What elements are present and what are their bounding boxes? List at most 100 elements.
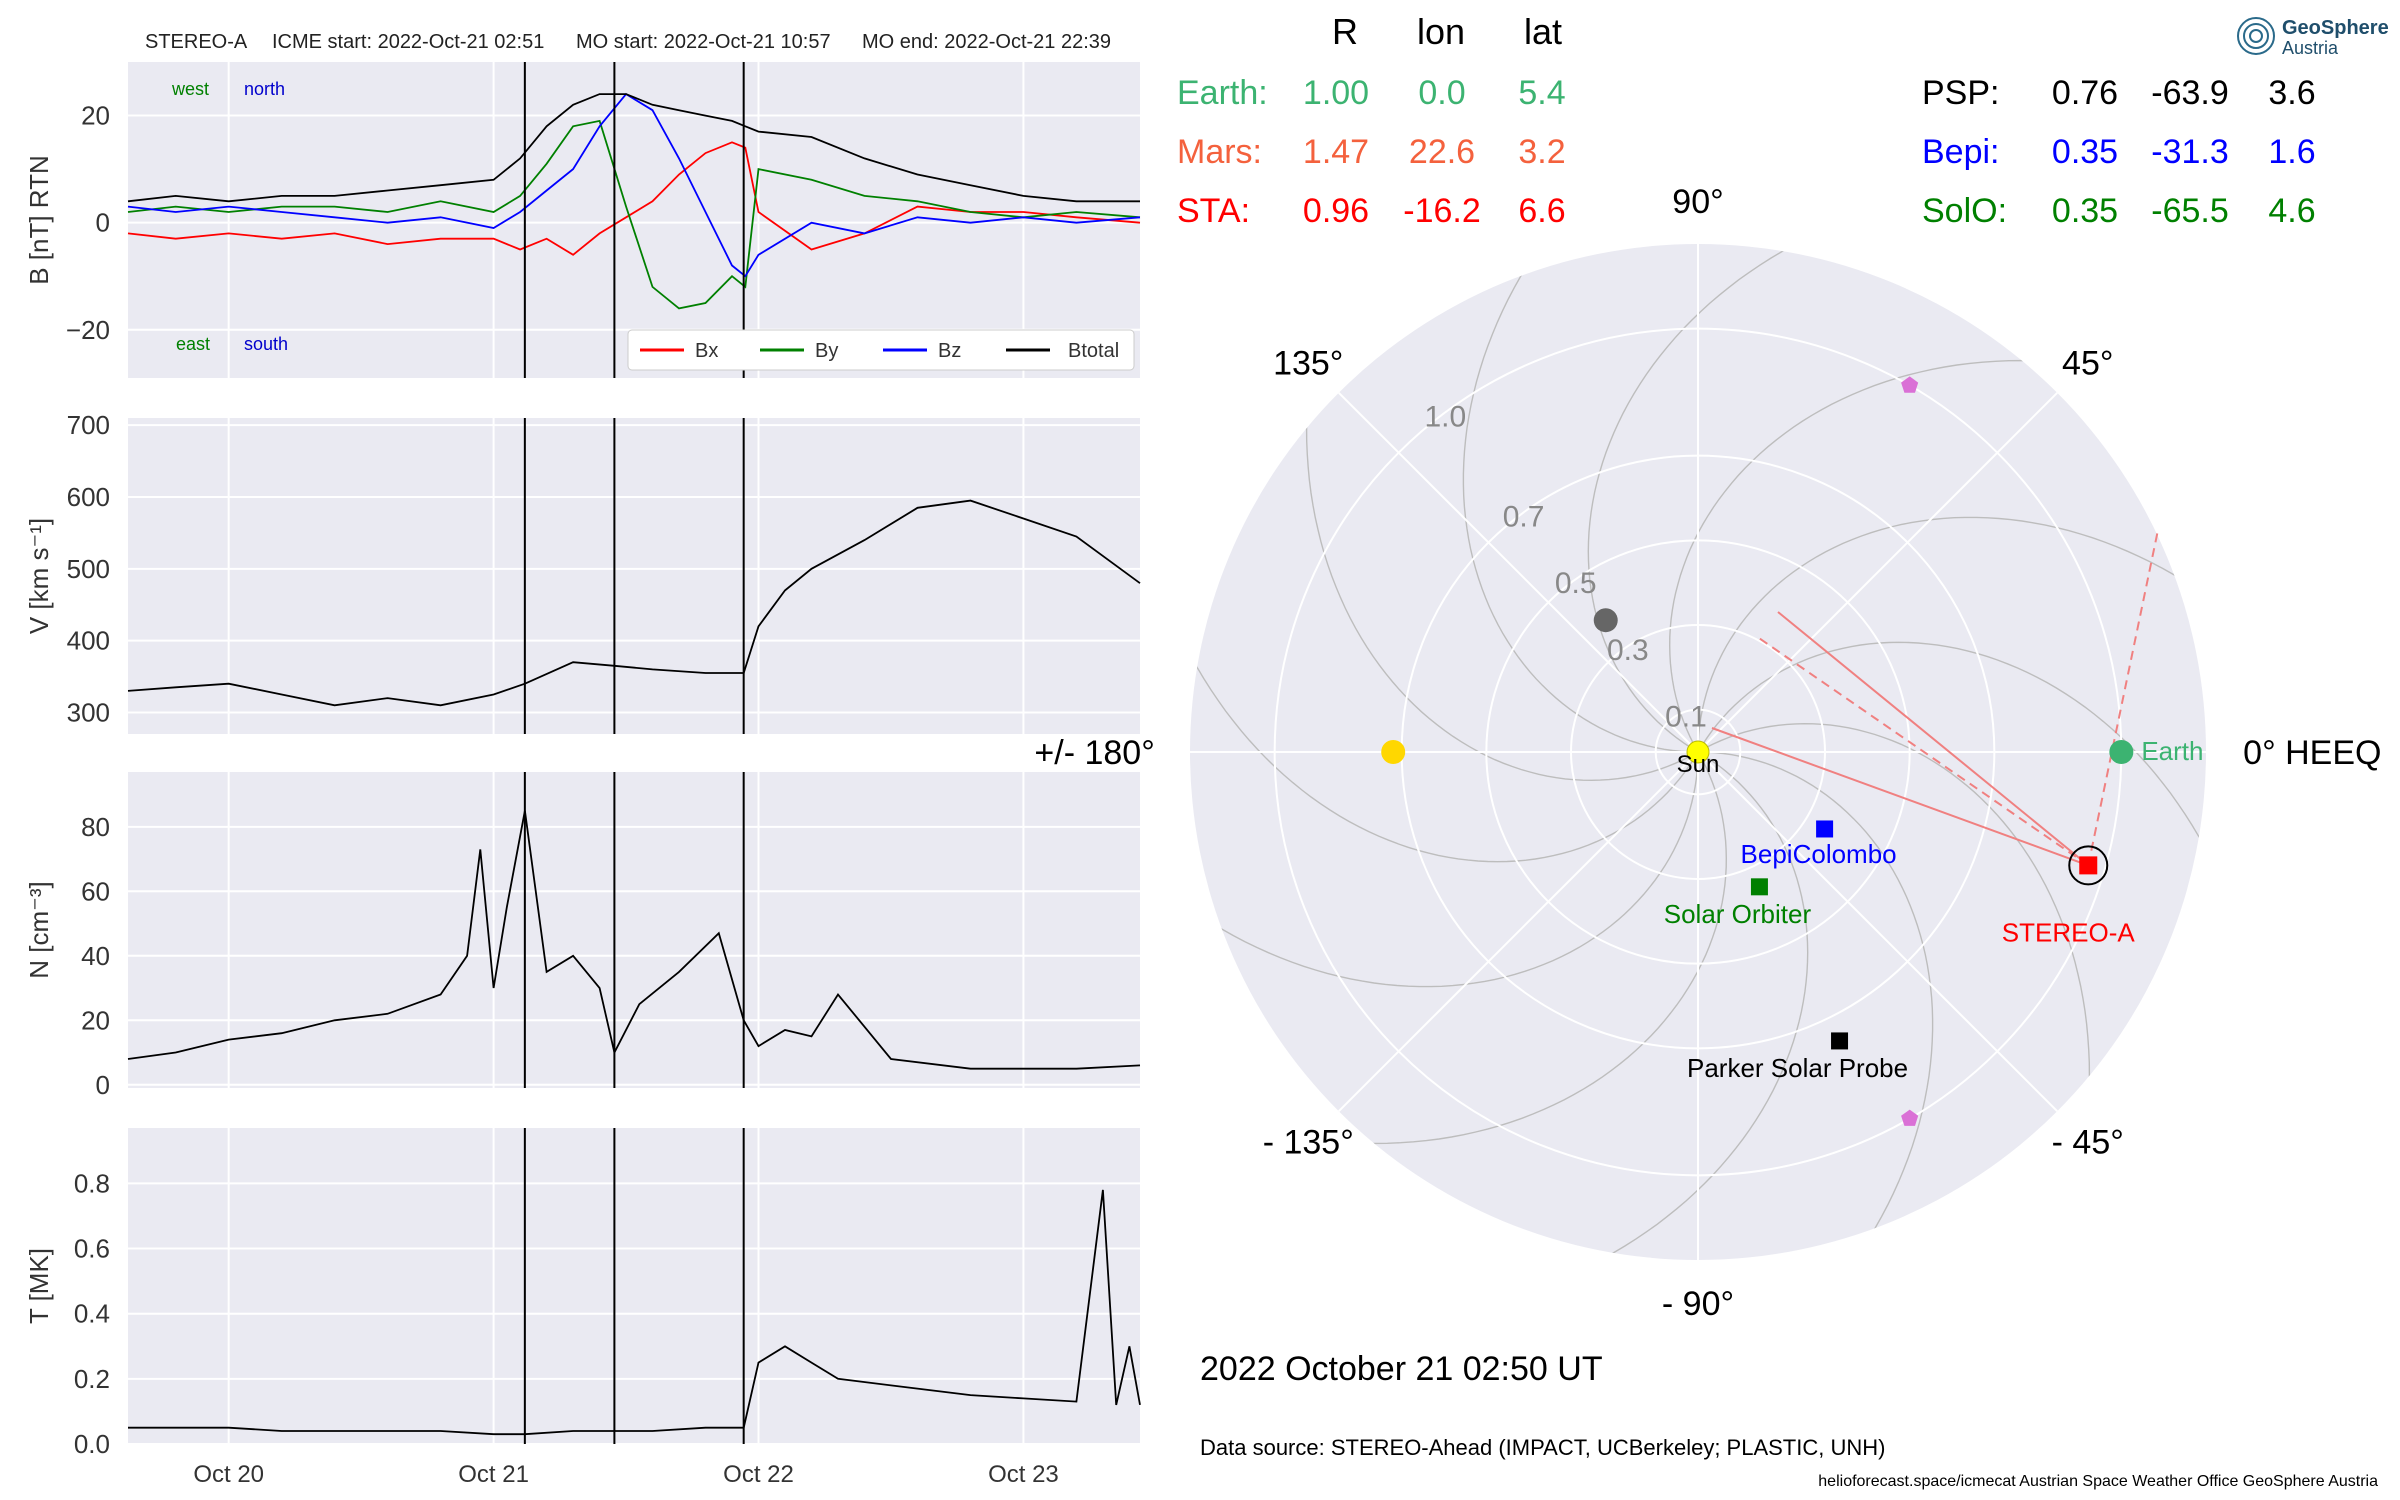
header-mo-end: MO end: 2022-Oct-21 22:39 (862, 31, 1111, 53)
corner-label-south: south (244, 334, 288, 354)
spiral-line (1668, 359, 2049, 753)
body-sun (1686, 740, 1710, 764)
series-line-by (127, 119, 1141, 310)
body-parker-solar-probe (1831, 1032, 1849, 1050)
table-cell: -16.2 (1403, 192, 1481, 230)
series-line-btotal (127, 93, 1140, 203)
table-cell: 0.35 (2052, 133, 2118, 171)
spiral-line (1347, 751, 1728, 1145)
y-tick-label: 0.4 (74, 1299, 110, 1329)
angular-gridline (1697, 392, 2058, 753)
legend-label-bx: Bx (695, 340, 718, 362)
table-cell: 6.6 (1518, 192, 1565, 230)
y-tick-label: 60 (81, 876, 110, 906)
table-cell: 1.6 (2268, 133, 2315, 171)
corner-label-west: west (171, 79, 209, 99)
table-cell: -31.3 (2151, 133, 2229, 171)
table-cell: 0.0 (1418, 74, 1465, 112)
y-tick-label: 40 (81, 941, 110, 971)
polar-orbit-plot: 0.1 0.3 0.5 0.7 1.0 0° HEEQ 45° 90° 135° +/- 180°… (1034, 183, 2381, 1323)
angular-gridline (1338, 392, 1699, 753)
table-cell: 1.47 (1303, 133, 1369, 171)
table-cell: 0.96 (1303, 192, 1369, 230)
angle-label: - 135° (1263, 1124, 1354, 1162)
panel-background (128, 418, 1140, 734)
body-label-bepicolombo: BepiColombo (1741, 839, 1897, 869)
series-line-n (127, 810, 1141, 1070)
logo-name: GeoSphere (2282, 17, 2389, 39)
y-tick-label: 0.2 (74, 1364, 110, 1394)
series-line-bx (127, 141, 1141, 256)
corner-label-east: east (176, 334, 210, 354)
table-cell: 0.35 (2052, 192, 2118, 230)
logo-sub: Austria (2282, 38, 2339, 58)
angle-label: - 45° (2052, 1124, 2124, 1162)
r-tick-label: 1.0 (1425, 400, 1467, 433)
table-header-lat: lat (1524, 11, 1562, 52)
body-stereo-a (2079, 856, 2098, 875)
fov-line (1777, 611, 2089, 867)
body-label-sun: Sun (1677, 751, 1720, 778)
footer-credits: helioforecast.space/icmecat Austrian Spa… (1818, 1473, 2378, 1490)
y-axis-label: T [MK] (24, 1248, 54, 1324)
y-tick-label: 80 (81, 812, 110, 842)
body-earth (2109, 740, 2134, 764)
legend-box (627, 329, 1135, 371)
body-label-parker-solar-probe: Parker Solar Probe (1687, 1053, 1908, 1083)
table-name-2: STA: (1177, 192, 1250, 230)
panel-1: 20 0 −20 B [nT] RTN west north east south Bx By Bz… (24, 62, 1141, 378)
spiral-line (1305, 401, 1699, 782)
y-tick-label: 0 (96, 1070, 110, 1100)
panel-background (128, 772, 1140, 1088)
angle-label: 45° (2062, 344, 2113, 382)
y-tick-label: 20 (81, 1005, 110, 1035)
body-stereo-a-ring (2068, 845, 2109, 886)
legend-label-by: By (815, 340, 838, 362)
body-label-solar-orbiter: Solar Orbiter (1664, 899, 1812, 929)
table-cell: 0.76 (2052, 74, 2118, 112)
body-bepicolombo (1816, 820, 1834, 838)
x-tick-label: Oct 22 (723, 1461, 794, 1488)
angular-gridline (1338, 751, 1699, 1112)
fov-line-dashed (1755, 635, 2089, 867)
y-tick-label: 0.0 (74, 1429, 110, 1459)
y-tick-label: −20 (66, 315, 110, 345)
table-cell: 22.6 (1409, 133, 1475, 171)
corner-label-north: north (244, 79, 285, 99)
x-tick-label: Oct 21 (458, 1461, 529, 1488)
angle-label: 90° (1672, 183, 1723, 221)
logo-mark-icon (2237, 17, 2275, 55)
body-l4-marker (1901, 376, 1919, 393)
legend: Bx By Bz Btotal (627, 329, 1135, 371)
geosphere-logo: GeoSphere Austria (2237, 17, 2389, 58)
series-line-t (128, 1189, 1141, 1436)
y-tick-label: 20 (81, 101, 110, 131)
spiral-line (1198, 751, 1699, 988)
y-tick-label: 700 (67, 410, 110, 440)
spiral-line (1462, 252, 1699, 753)
stereo-a-fov-lines (1711, 529, 2159, 867)
panel-2: 700 600 500 400 300 V [km s⁻¹] (24, 410, 1141, 734)
date-label: 2022 October 21 02:50 UT (1200, 1350, 1603, 1388)
angle-label: 135° (1273, 344, 1343, 382)
y-axis-label: V [km s⁻¹] (24, 518, 54, 634)
header-spacecraft: STEREO-A (145, 31, 248, 53)
table-name-r1: Bepi: (1922, 133, 2000, 171)
spiral-line (1697, 722, 2091, 1103)
header-icme-start: ICME start: 2022-Oct-21 02:51 (272, 31, 544, 53)
table-cell: -63.9 (2151, 74, 2229, 112)
angle-label: - 90° (1662, 1285, 1734, 1323)
table-cell: 1.00 (1303, 74, 1369, 112)
table-cell: 4.6 (2268, 192, 2315, 230)
r-tick-label: 0.3 (1607, 634, 1649, 667)
table-cell: 5.4 (1518, 74, 1565, 112)
fov-line (1711, 727, 2089, 867)
panel-4: 0.8 0.6 0.4 0.2 0.0 T [MK] Oct 20 Oct 21 Oct 22 O… (24, 1128, 1141, 1488)
y-tick-label: 0.6 (74, 1234, 110, 1264)
table-cell: 3.2 (1518, 133, 1565, 171)
table-cell: 3.6 (2268, 74, 2315, 112)
angle-label: +/- 180° (1034, 734, 1154, 772)
legend-label-btotal: Btotal (1068, 340, 1119, 362)
